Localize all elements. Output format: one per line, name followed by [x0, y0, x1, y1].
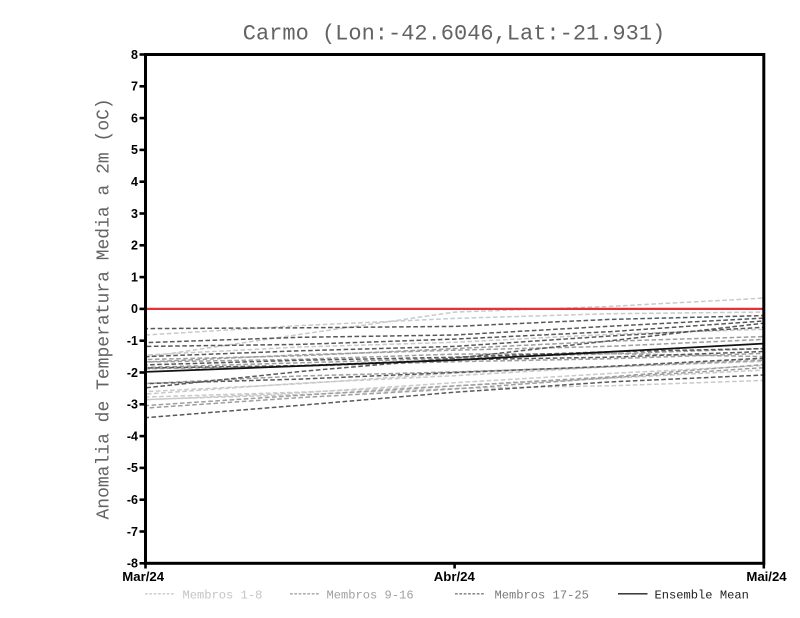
- svg-text:Membros 17-25: Membros 17-25: [495, 588, 589, 602]
- svg-text:-5: -5: [127, 461, 138, 475]
- svg-text:6: 6: [131, 111, 138, 125]
- svg-text:5: 5: [131, 143, 138, 157]
- svg-text:Carmo (Lon:-42.6046,Lat:-21.93: Carmo (Lon:-42.6046,Lat:-21.931): [243, 22, 665, 47]
- svg-text:Ensemble Mean: Ensemble Mean: [655, 588, 749, 602]
- svg-text:Mai/24: Mai/24: [746, 569, 787, 584]
- svg-text:1: 1: [131, 270, 138, 284]
- svg-text:Abr/24: Abr/24: [434, 569, 476, 584]
- svg-text:7: 7: [131, 80, 138, 94]
- svg-text:-8: -8: [127, 557, 138, 571]
- svg-text:2: 2: [131, 239, 138, 253]
- svg-text:-6: -6: [127, 493, 138, 507]
- svg-text:-1: -1: [127, 334, 138, 348]
- svg-text:Membros 1-8: Membros 1-8: [183, 588, 263, 602]
- svg-text:3: 3: [131, 207, 138, 221]
- svg-text:-7: -7: [127, 525, 138, 539]
- svg-text:4: 4: [131, 175, 138, 189]
- svg-text:Anomalia de Temperatura Media: Anomalia de Temperatura Media a 2m (oC): [95, 98, 115, 519]
- svg-text:Mar/24: Mar/24: [122, 569, 164, 584]
- svg-text:0: 0: [131, 302, 138, 316]
- svg-text:-2: -2: [127, 366, 138, 380]
- svg-text:-4: -4: [127, 429, 138, 443]
- svg-text:-3: -3: [127, 398, 138, 412]
- svg-text:8: 8: [131, 48, 138, 62]
- svg-text:Membros 9-16: Membros 9-16: [327, 588, 414, 602]
